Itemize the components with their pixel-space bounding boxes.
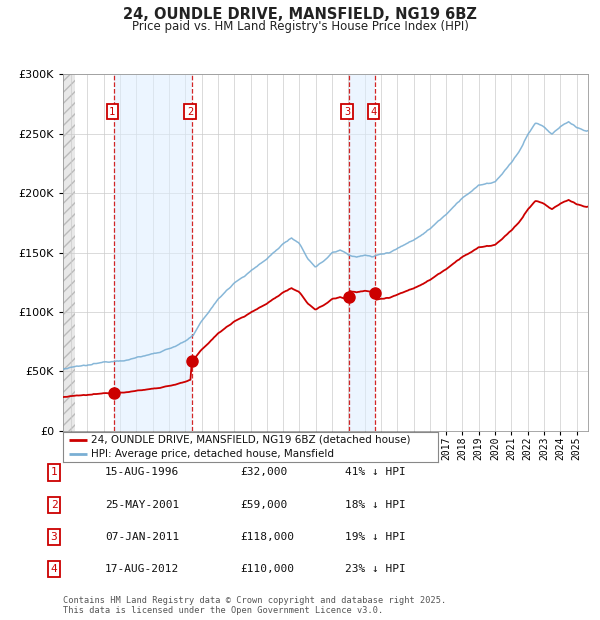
Text: 15-AUG-1996: 15-AUG-1996 [105, 467, 179, 477]
Text: 4: 4 [370, 107, 376, 117]
Text: 2: 2 [50, 500, 58, 510]
Text: 3: 3 [344, 107, 350, 117]
Text: 07-JAN-2011: 07-JAN-2011 [105, 532, 179, 542]
Text: 23% ↓ HPI: 23% ↓ HPI [345, 564, 406, 574]
Text: 1: 1 [109, 107, 115, 117]
Text: 4: 4 [50, 564, 58, 574]
Text: HPI: Average price, detached house, Mansfield: HPI: Average price, detached house, Mans… [91, 450, 334, 459]
Text: Price paid vs. HM Land Registry's House Price Index (HPI): Price paid vs. HM Land Registry's House … [131, 20, 469, 33]
Text: £110,000: £110,000 [240, 564, 294, 574]
Text: 3: 3 [50, 532, 58, 542]
Text: £118,000: £118,000 [240, 532, 294, 542]
Text: 24, OUNDLE DRIVE, MANSFIELD, NG19 6BZ: 24, OUNDLE DRIVE, MANSFIELD, NG19 6BZ [123, 7, 477, 22]
Bar [63, 74, 75, 431]
Text: 18% ↓ HPI: 18% ↓ HPI [345, 500, 406, 510]
Text: 17-AUG-2012: 17-AUG-2012 [105, 564, 179, 574]
Text: 24, OUNDLE DRIVE, MANSFIELD, NG19 6BZ (detached house): 24, OUNDLE DRIVE, MANSFIELD, NG19 6BZ (d… [91, 435, 410, 445]
Text: 2: 2 [187, 107, 193, 117]
Bar [349, 74, 375, 431]
Text: 25-MAY-2001: 25-MAY-2001 [105, 500, 179, 510]
Bar [114, 74, 192, 431]
Text: £59,000: £59,000 [240, 500, 287, 510]
Text: 41% ↓ HPI: 41% ↓ HPI [345, 467, 406, 477]
Text: £32,000: £32,000 [240, 467, 287, 477]
Text: 1: 1 [50, 467, 58, 477]
Text: Contains HM Land Registry data © Crown copyright and database right 2025.
This d: Contains HM Land Registry data © Crown c… [63, 596, 446, 615]
Text: 19% ↓ HPI: 19% ↓ HPI [345, 532, 406, 542]
